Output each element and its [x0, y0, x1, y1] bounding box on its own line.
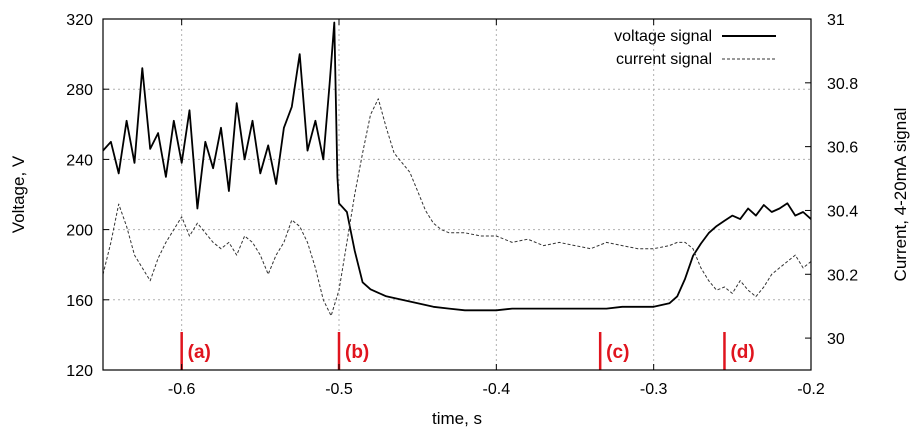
legend-label-current: current signal — [616, 51, 712, 68]
y2-tick-label: 30.4 — [827, 203, 858, 220]
y2-tick-label: 30.6 — [827, 140, 858, 157]
x-tick-label: -0.6 — [168, 381, 196, 398]
x-axis-label: time, s — [432, 409, 482, 428]
event-marker-label: (b) — [345, 342, 369, 363]
y2-tick-label: 31 — [827, 12, 845, 29]
series-lines — [103, 21, 811, 317]
voltage-signal-line — [103, 21, 811, 312]
y-axis-label: Voltage, V — [9, 155, 28, 233]
y2-tick-label: 30 — [827, 331, 845, 348]
axis-ticks: -0.6 -0.5 -0.4 -0.3 -0.2 120 160 200 240 280 320 30… — [66, 12, 858, 398]
event-markers: (a) (b) (c) (d) — [180, 332, 755, 370]
grid — [103, 19, 811, 370]
y-tick-label: 120 — [66, 363, 93, 380]
y-tick-label: 280 — [66, 82, 93, 99]
plot-frame — [102, 18, 812, 371]
event-marker-label: (c) — [606, 342, 629, 363]
event-marker-label: (a) — [188, 342, 211, 363]
y2-tick-label: 30.2 — [827, 267, 858, 284]
x-tick-label: -0.5 — [325, 381, 353, 398]
x-tick-label: -0.3 — [640, 381, 668, 398]
y-tick-label: 320 — [66, 12, 93, 29]
y2-tick-label: 30.8 — [827, 76, 858, 93]
current-signal-line — [103, 98, 811, 317]
legend-label-voltage: voltage signal — [614, 28, 712, 45]
event-marker-label: (d) — [730, 342, 754, 363]
y-tick-label: 240 — [66, 152, 93, 169]
legend: voltage signal current signal — [614, 28, 776, 68]
y2-axis-label: Current, 4-20mA signal — [891, 108, 910, 282]
x-tick-label: -0.2 — [797, 381, 825, 398]
x-tick-label: -0.4 — [483, 381, 511, 398]
y-tick-label: 200 — [66, 223, 93, 240]
y-tick-label: 160 — [66, 293, 93, 310]
